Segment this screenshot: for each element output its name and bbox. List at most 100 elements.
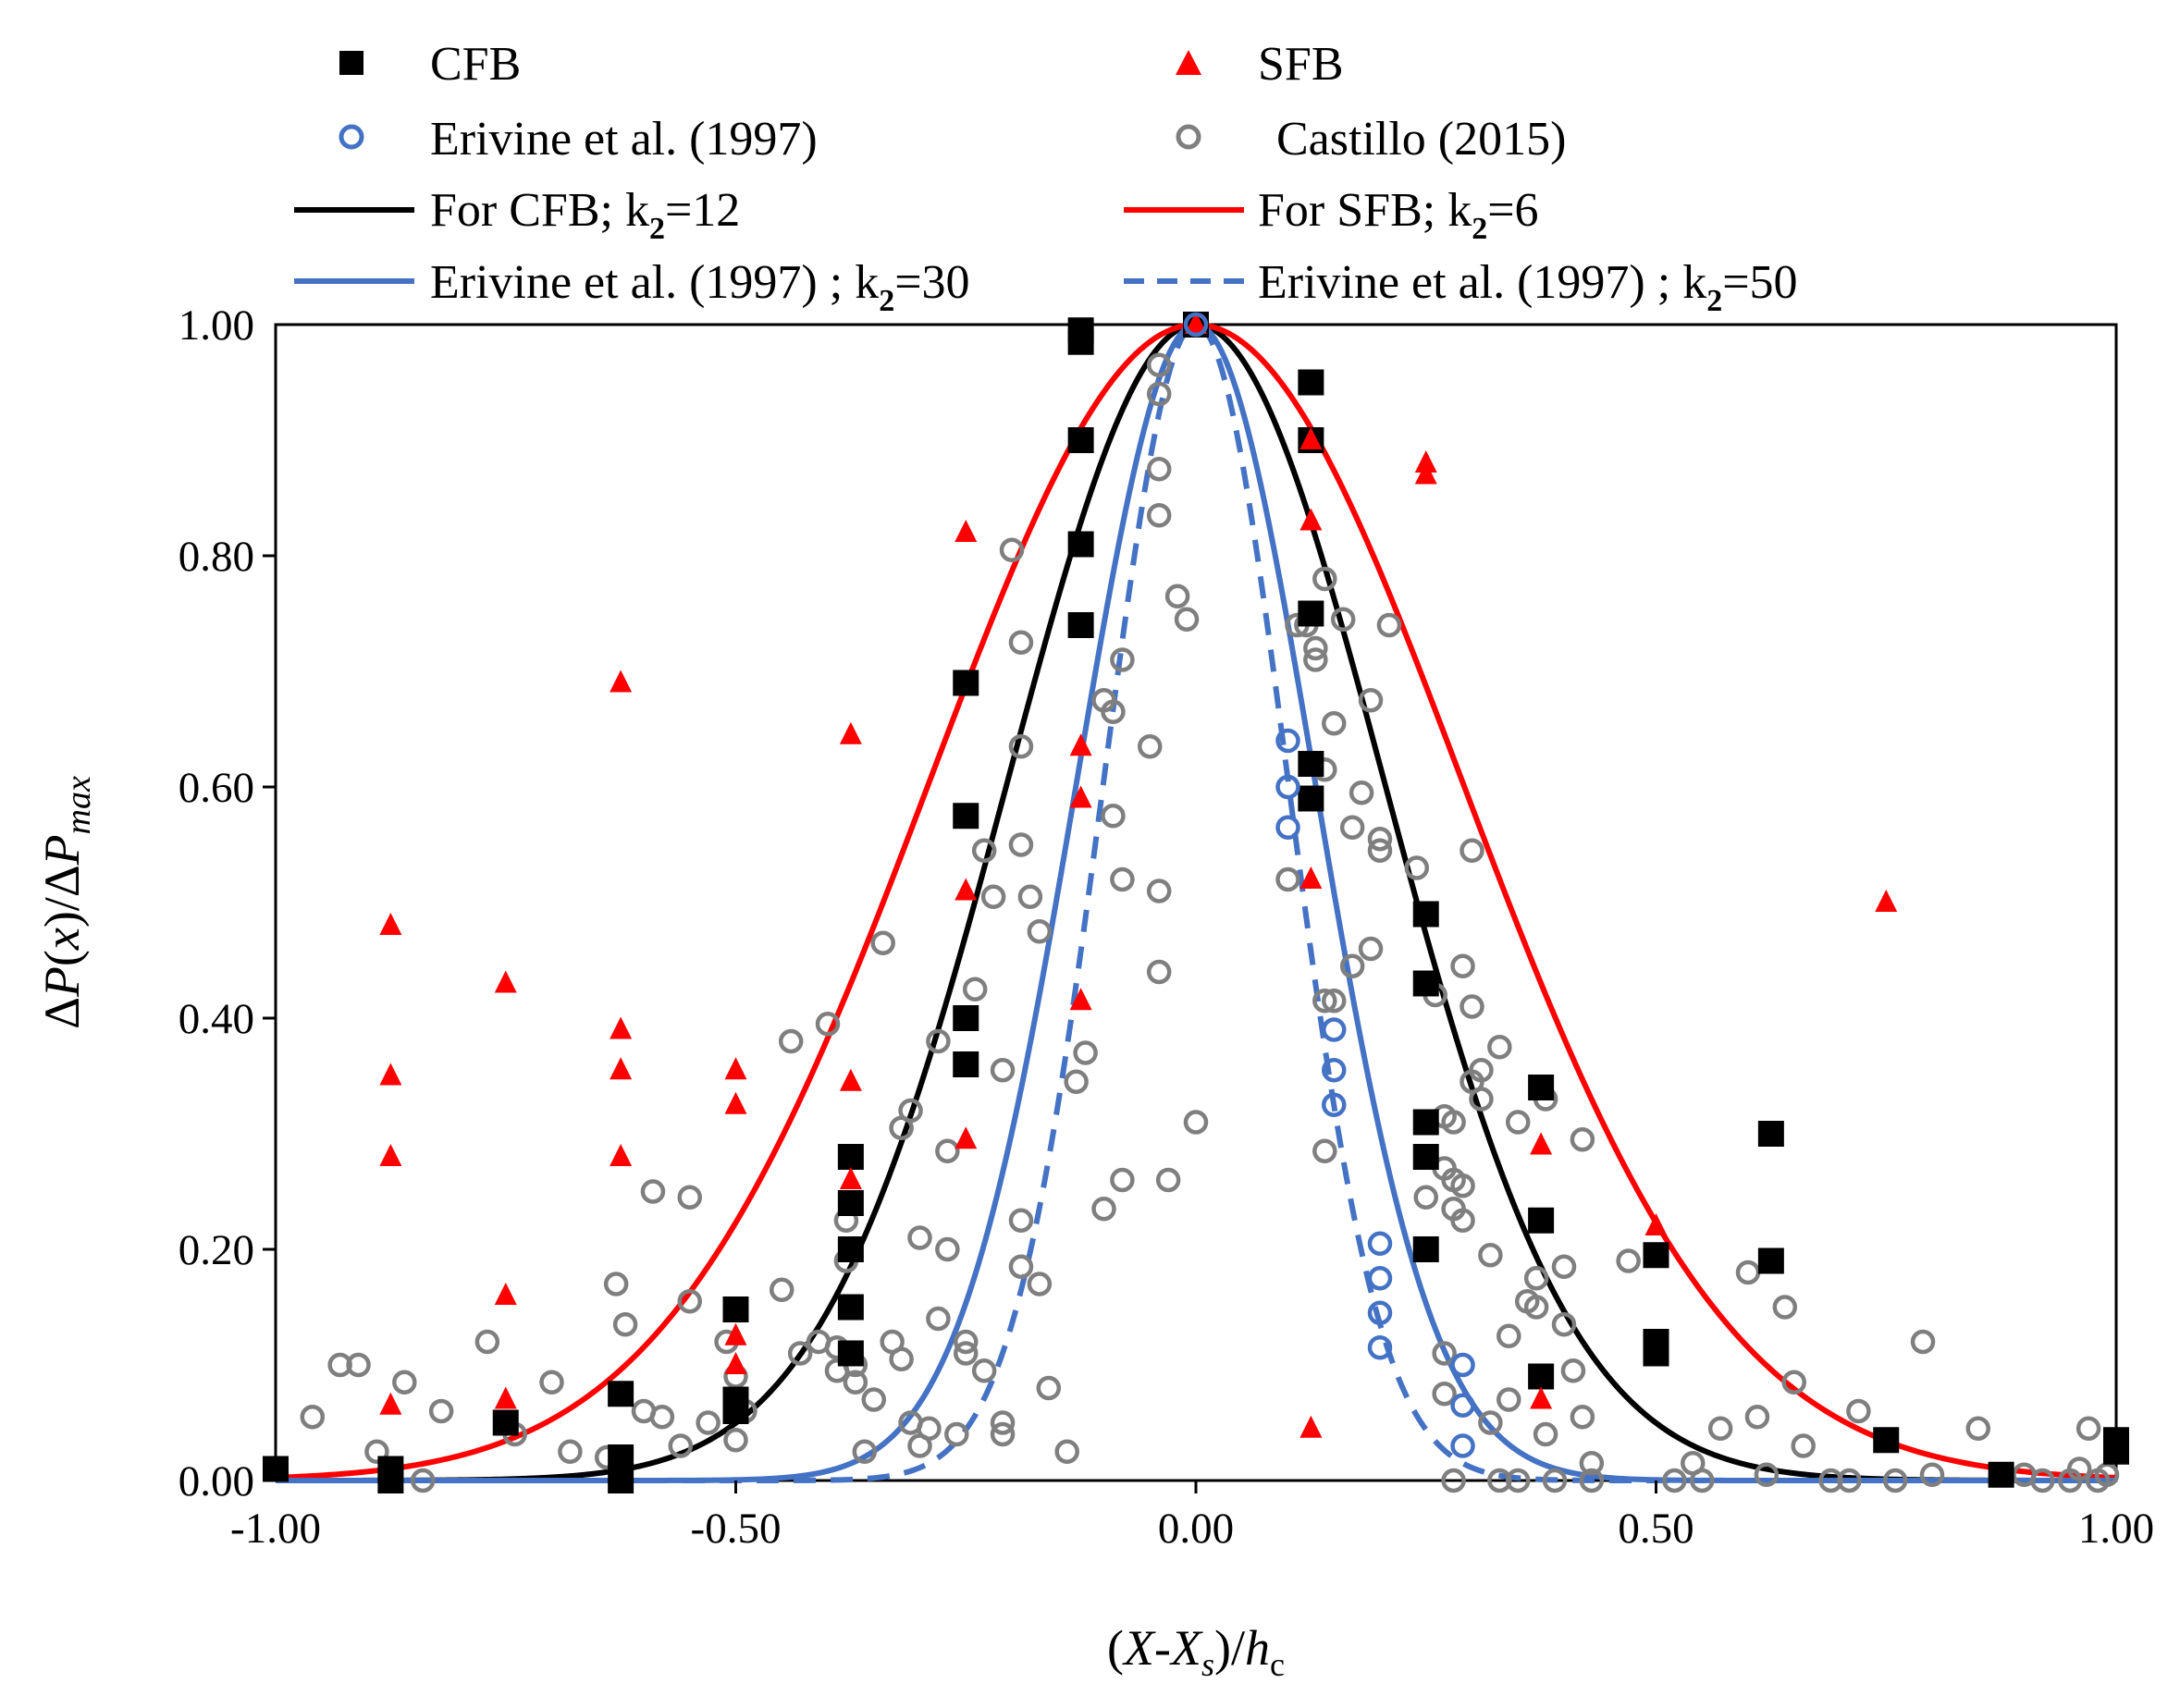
cfb-point bbox=[608, 1468, 634, 1493]
data-markers bbox=[263, 312, 2129, 1493]
erivine-point bbox=[1275, 815, 1300, 840]
cfb-point bbox=[1528, 1075, 1555, 1100]
castillo-point bbox=[971, 838, 997, 863]
sfb-point bbox=[494, 970, 517, 993]
sfb-point bbox=[1069, 733, 1092, 756]
castillo-point bbox=[1965, 1416, 1990, 1441]
castillo-point bbox=[926, 1028, 951, 1054]
castillo-point bbox=[907, 1225, 932, 1250]
castillo-point bbox=[1523, 1266, 1549, 1291]
sfb-point bbox=[1185, 312, 1207, 334]
cfb-point bbox=[953, 1051, 979, 1077]
castillo-point bbox=[410, 1468, 436, 1493]
castillo-point bbox=[1441, 1110, 1466, 1135]
castillo-point bbox=[1450, 1208, 1475, 1233]
castillo-point bbox=[1322, 989, 1347, 1014]
cfb-point bbox=[837, 1340, 864, 1367]
castillo-point bbox=[898, 1098, 923, 1124]
castillo-point bbox=[1919, 1462, 1945, 1487]
cfb-point bbox=[837, 1144, 864, 1170]
castillo-point bbox=[1146, 959, 1172, 985]
castillo-point bbox=[1358, 688, 1384, 713]
sfb-point bbox=[610, 1144, 633, 1166]
sfb-point bbox=[494, 1386, 517, 1409]
castillo-point bbox=[778, 1028, 804, 1054]
castillo-point bbox=[2075, 1416, 2101, 1441]
erivine-point bbox=[1367, 1335, 1393, 1360]
sfb-point bbox=[379, 913, 402, 935]
castillo-point bbox=[1146, 879, 1172, 903]
castillo-point bbox=[640, 1179, 666, 1204]
castillo-point bbox=[1469, 1058, 1494, 1083]
castillo-point bbox=[954, 1329, 979, 1355]
castillo-point bbox=[843, 1370, 868, 1395]
castillo-point bbox=[787, 1341, 813, 1366]
castillo-point bbox=[558, 1439, 583, 1464]
castillo-point bbox=[1441, 1468, 1466, 1493]
sfb-point bbox=[379, 1144, 402, 1166]
cfb-point bbox=[1067, 427, 1094, 453]
erivine-point bbox=[1183, 312, 1209, 338]
y-tick-label: 0.80 bbox=[179, 533, 254, 581]
sfb-point bbox=[1414, 450, 1437, 473]
castillo-point bbox=[1110, 866, 1135, 892]
castillo-point bbox=[1478, 1243, 1503, 1268]
sfb-point bbox=[724, 1091, 747, 1114]
castillo-point bbox=[346, 1352, 371, 1378]
erivine-point bbox=[1322, 1017, 1347, 1042]
castillo-point bbox=[852, 1439, 878, 1464]
castillo-point bbox=[428, 1398, 454, 1424]
castillo-point bbox=[1322, 711, 1347, 736]
cfb-point bbox=[492, 1409, 519, 1436]
sfb-point bbox=[955, 878, 978, 901]
cfb-point bbox=[608, 1381, 634, 1407]
fit-curve-k2-6 bbox=[275, 321, 2117, 1481]
castillo-point bbox=[1146, 457, 1172, 482]
sfb-point bbox=[494, 1283, 517, 1305]
x-tick-label: 0.00 bbox=[1158, 1505, 1234, 1553]
cfb-point bbox=[1298, 369, 1324, 396]
cfb-point bbox=[1298, 600, 1324, 627]
castillo-point bbox=[1008, 734, 1034, 759]
y-tick-label: 0.20 bbox=[179, 1226, 254, 1274]
y-axis-label: ΔP(x)/ΔPmax bbox=[34, 776, 98, 1029]
cfb-point bbox=[1873, 1427, 1900, 1454]
legend-castillo-label: Castillo (2015) bbox=[1276, 113, 1566, 166]
erivine-point bbox=[1367, 1300, 1393, 1325]
castillo-point bbox=[1616, 1248, 1641, 1273]
cfb-point bbox=[722, 1296, 749, 1322]
cfb-point bbox=[2103, 1427, 2129, 1454]
castillo-point bbox=[1459, 994, 1484, 1019]
castillo-point bbox=[392, 1370, 417, 1395]
castillo-point bbox=[696, 1410, 721, 1435]
castillo-point bbox=[1091, 1197, 1116, 1222]
castillo-point bbox=[539, 1370, 564, 1395]
castillo-point bbox=[1358, 936, 1384, 962]
castillo-point bbox=[1183, 1110, 1209, 1135]
castillo-point bbox=[954, 1341, 979, 1366]
legend-sfb-marker bbox=[1176, 50, 1201, 75]
castillo-point bbox=[1533, 1421, 1558, 1447]
castillo-point bbox=[1744, 1405, 1770, 1430]
castillo-point bbox=[1155, 1167, 1181, 1193]
cfb-point bbox=[1528, 1207, 1555, 1234]
cfb-point bbox=[837, 1236, 864, 1262]
sfb-point bbox=[955, 1126, 978, 1149]
castillo-point bbox=[1469, 1087, 1494, 1112]
castillo-point bbox=[1275, 866, 1300, 892]
sfb-point bbox=[1299, 1415, 1323, 1438]
cfb-point bbox=[953, 670, 979, 696]
sfb-point bbox=[724, 1352, 747, 1374]
castillo-point bbox=[1579, 1468, 1605, 1493]
sfb-point bbox=[724, 1057, 747, 1080]
sfb-point bbox=[1069, 988, 1092, 1011]
castillo-point bbox=[1027, 1272, 1053, 1296]
castillo-point bbox=[668, 1433, 694, 1458]
y-tick-label: 0.60 bbox=[179, 764, 254, 812]
castillo-point bbox=[1791, 1433, 1816, 1458]
cfb-point bbox=[722, 1386, 749, 1413]
castillo-point bbox=[1459, 838, 1484, 863]
axis-ticks: -1.00 -0.50 0.00 0.50 1.00 0.00 0.20 0.40 0.60 0.… bbox=[179, 301, 2154, 1553]
cfb-point bbox=[1643, 1329, 1669, 1355]
castillo-point bbox=[1008, 1208, 1034, 1233]
